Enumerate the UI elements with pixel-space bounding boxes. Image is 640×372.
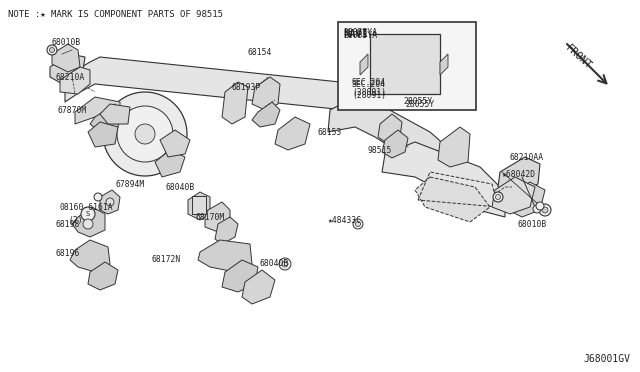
- Polygon shape: [222, 260, 258, 292]
- Polygon shape: [360, 54, 368, 75]
- Text: 68010B: 68010B: [52, 38, 81, 46]
- Text: 68210AA: 68210AA: [510, 153, 544, 161]
- Circle shape: [117, 106, 173, 162]
- Circle shape: [493, 192, 503, 202]
- Polygon shape: [88, 262, 118, 290]
- Polygon shape: [222, 82, 248, 124]
- Text: NOTE :★ MARK IS COMPONENT PARTS OF 98515: NOTE :★ MARK IS COMPONENT PARTS OF 98515: [8, 10, 223, 19]
- Polygon shape: [492, 177, 535, 214]
- Text: 68040B: 68040B: [165, 183, 195, 192]
- Circle shape: [533, 205, 541, 213]
- Polygon shape: [438, 127, 470, 167]
- Text: 68154: 68154: [248, 48, 273, 57]
- Text: 68010B: 68010B: [518, 219, 547, 228]
- Polygon shape: [382, 130, 408, 158]
- Polygon shape: [215, 217, 238, 244]
- Text: 28055YA: 28055YA: [343, 31, 377, 39]
- Text: NAVI: NAVI: [343, 29, 368, 39]
- Circle shape: [81, 207, 95, 221]
- Polygon shape: [382, 142, 505, 217]
- Text: 68193P: 68193P: [232, 83, 261, 92]
- Text: (2): (2): [68, 215, 83, 224]
- Bar: [370, 34, 440, 94]
- Circle shape: [279, 258, 291, 270]
- Text: SEC.204: SEC.204: [352, 80, 386, 89]
- Text: 08160-6161A: 08160-6161A: [60, 202, 114, 212]
- Bar: [192, 196, 206, 214]
- Polygon shape: [100, 104, 130, 124]
- Text: (28091): (28091): [352, 90, 386, 99]
- Text: J68001GV: J68001GV: [583, 354, 630, 364]
- Circle shape: [495, 195, 500, 199]
- Polygon shape: [328, 97, 455, 177]
- Circle shape: [355, 221, 360, 227]
- Circle shape: [94, 193, 102, 201]
- Text: 67870M: 67870M: [58, 106, 87, 115]
- Text: 68210A: 68210A: [55, 73, 84, 81]
- Polygon shape: [508, 182, 545, 217]
- Polygon shape: [155, 150, 185, 177]
- Circle shape: [536, 202, 544, 210]
- Circle shape: [83, 219, 93, 229]
- Polygon shape: [198, 240, 252, 272]
- Text: S: S: [86, 211, 90, 217]
- Polygon shape: [440, 54, 448, 75]
- Polygon shape: [378, 114, 402, 144]
- Text: 68040B: 68040B: [260, 260, 289, 269]
- Text: SEC.204: SEC.204: [352, 77, 386, 87]
- Polygon shape: [252, 77, 280, 110]
- Text: 68196: 68196: [55, 250, 79, 259]
- Text: ★68042D: ★68042D: [502, 170, 536, 179]
- Bar: [338, 22, 476, 110]
- Polygon shape: [90, 104, 125, 132]
- Polygon shape: [415, 177, 490, 222]
- Polygon shape: [100, 190, 120, 214]
- Polygon shape: [72, 207, 105, 237]
- Circle shape: [282, 261, 288, 267]
- Polygon shape: [188, 192, 210, 220]
- Circle shape: [106, 198, 114, 206]
- Polygon shape: [52, 44, 80, 72]
- Text: 68172N: 68172N: [152, 256, 181, 264]
- Polygon shape: [75, 97, 120, 124]
- Text: 98515: 98515: [368, 145, 392, 154]
- Polygon shape: [242, 270, 275, 304]
- Text: 28055Y: 28055Y: [403, 96, 432, 106]
- Polygon shape: [65, 57, 355, 110]
- Polygon shape: [205, 202, 230, 232]
- Polygon shape: [70, 240, 110, 272]
- Polygon shape: [252, 102, 280, 127]
- Text: FRONT: FRONT: [563, 43, 593, 71]
- Polygon shape: [60, 67, 90, 94]
- Circle shape: [542, 207, 548, 213]
- Circle shape: [135, 124, 155, 144]
- Polygon shape: [160, 130, 190, 157]
- Polygon shape: [88, 122, 118, 147]
- Circle shape: [353, 219, 363, 229]
- Text: (28091): (28091): [352, 87, 386, 96]
- Circle shape: [49, 48, 54, 52]
- Text: ★48433C: ★48433C: [328, 215, 362, 224]
- Text: 28055Y: 28055Y: [405, 99, 435, 109]
- Text: 68153: 68153: [318, 128, 342, 137]
- Text: 68170M: 68170M: [195, 212, 224, 221]
- Circle shape: [539, 204, 551, 216]
- Text: 68198: 68198: [55, 219, 79, 228]
- Circle shape: [103, 92, 187, 176]
- Polygon shape: [50, 54, 85, 87]
- Text: 67894M: 67894M: [115, 180, 144, 189]
- Polygon shape: [275, 117, 310, 150]
- Circle shape: [47, 45, 57, 55]
- Polygon shape: [498, 157, 540, 192]
- Text: 28055YA: 28055YA: [343, 28, 377, 36]
